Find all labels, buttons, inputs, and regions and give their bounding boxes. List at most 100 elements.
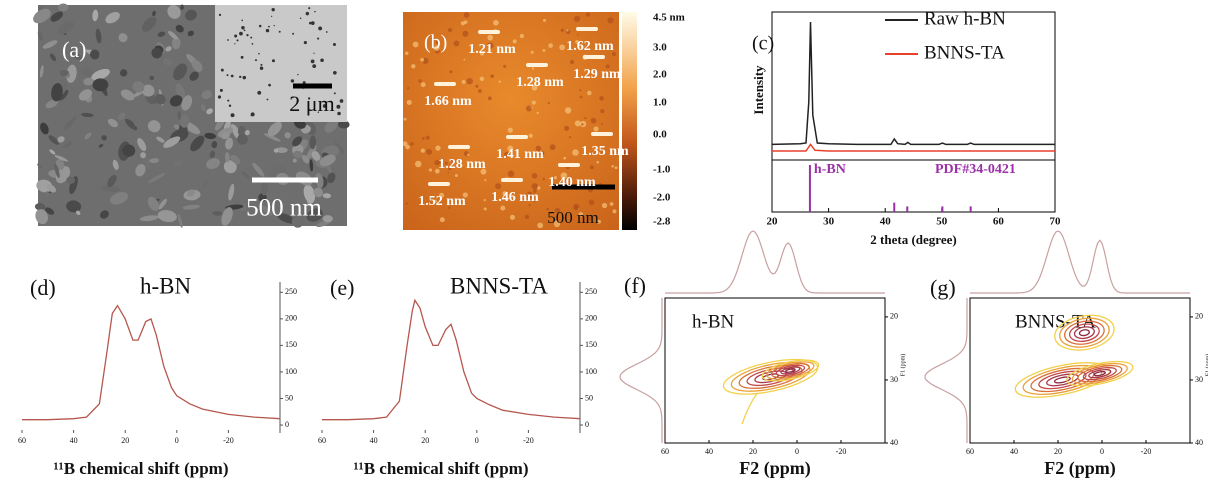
x-tick-label: -20 (1141, 447, 1152, 456)
y-tick-label: 150 (585, 340, 597, 349)
height-label: 1.41 nm (496, 147, 544, 162)
legend-label: BNNS-TA (924, 42, 1005, 63)
colorbar-label: 2.0 (653, 69, 667, 81)
afm-dot (462, 80, 466, 84)
reference-label: h-BN (814, 162, 846, 177)
feature-marker (558, 163, 580, 167)
inset-dot (312, 64, 316, 68)
colorbar-label: 0.0 (653, 129, 667, 141)
feature-marker (434, 82, 456, 86)
inset-dot (304, 41, 307, 44)
x-tick-label: 60 (993, 216, 1005, 228)
afm-dot (462, 31, 468, 37)
afm-dot (572, 149, 579, 156)
inset-dot (241, 20, 243, 22)
x-axis-label: ¹¹B chemical shift (ppm) (54, 459, 229, 478)
afm-dot (435, 145, 440, 150)
afm-dot (405, 52, 408, 55)
height-label: 1.66 nm (424, 94, 472, 109)
afm-dot (422, 137, 425, 140)
inset-dot (271, 16, 272, 17)
inset-dot (246, 34, 248, 36)
y-tick-label: 100 (585, 367, 597, 376)
inset-dot (292, 33, 294, 35)
afm-dot (575, 120, 581, 126)
inset-dot (239, 76, 241, 78)
x-tick-label: 30 (823, 216, 835, 228)
x-tick-label: 20 (767, 216, 779, 228)
afm-dot (449, 70, 452, 73)
x-tick-label: 40 (705, 447, 713, 456)
figure: (a) 2 μm 500 nm (b) 500 nm 1.21 nm1.62 n… (0, 0, 1208, 485)
afm-dot (599, 96, 604, 101)
inset-dot (340, 99, 344, 103)
afm-dot (480, 77, 484, 81)
data-line (322, 300, 580, 419)
afm-dot (542, 178, 544, 180)
afm-dot (587, 91, 591, 95)
afm-dot (610, 202, 614, 206)
inset-dot (272, 59, 275, 62)
afm-dot (407, 87, 409, 89)
afm-dot (455, 174, 458, 177)
x-tick-label: 60 (18, 436, 26, 445)
y-tick-label: 50 (285, 393, 293, 402)
inset-dot (268, 84, 271, 87)
inset-dot (314, 11, 316, 13)
afm-dot (488, 97, 492, 101)
afm-dot (426, 136, 430, 140)
height-label: 1.46 nm (491, 190, 539, 205)
height-label: 1.52 nm (418, 194, 466, 209)
feature-marker (501, 178, 523, 182)
x-tick-label: 0 (795, 447, 799, 456)
x-axis-label: 2 theta (degree) (870, 232, 956, 247)
afm-dot (531, 51, 534, 54)
afm-dot (520, 34, 524, 38)
height-label: 1.35 nm (581, 144, 629, 159)
inset-dot (300, 17, 302, 19)
inset-dot (279, 31, 281, 33)
feature-marker (526, 63, 548, 67)
afm-dot (548, 43, 553, 48)
afm-dot (484, 179, 486, 181)
afm-dot (596, 161, 599, 164)
inset-dot (320, 58, 324, 62)
afm-dot (406, 202, 408, 204)
colorbar-label: 3.0 (653, 42, 667, 54)
x-tick-label: 60 (661, 447, 669, 456)
afm-dot (525, 215, 530, 220)
inset-dot (237, 39, 239, 41)
inset-dot (291, 79, 294, 82)
inset-dot (239, 32, 243, 36)
inset-dot (309, 22, 312, 25)
afm-dot (580, 96, 583, 99)
inset-dot (231, 113, 235, 117)
afm-dot (532, 67, 534, 69)
afm-dot (453, 41, 459, 47)
feature-marker (478, 30, 500, 34)
data-line (22, 306, 280, 420)
inset-dot (234, 43, 235, 44)
y-tick-label: 0 (285, 420, 289, 429)
inset-dot (227, 39, 229, 41)
afm-dot (537, 223, 543, 229)
afm-dot (584, 117, 586, 119)
afm-dot (532, 101, 536, 105)
contour (1012, 356, 1112, 404)
afm-dot (495, 183, 501, 189)
afm-dot (463, 59, 465, 61)
panel-label: (f) (624, 273, 646, 298)
y-tick-label: 30 (890, 375, 898, 384)
contour-tail (742, 393, 757, 425)
x-tick-label: 20 (749, 447, 757, 456)
afm-dot (574, 16, 580, 22)
inset-dot (333, 71, 337, 75)
afm-dot (577, 34, 579, 36)
feature-marker (591, 132, 613, 136)
x-tick-label: 70 (1050, 216, 1062, 228)
inset-dot (241, 56, 244, 59)
colorbar (622, 12, 637, 230)
height-label: 1.29 nm (573, 67, 621, 82)
x-tick-label: 60 (966, 447, 974, 456)
inset-dot (267, 99, 269, 101)
